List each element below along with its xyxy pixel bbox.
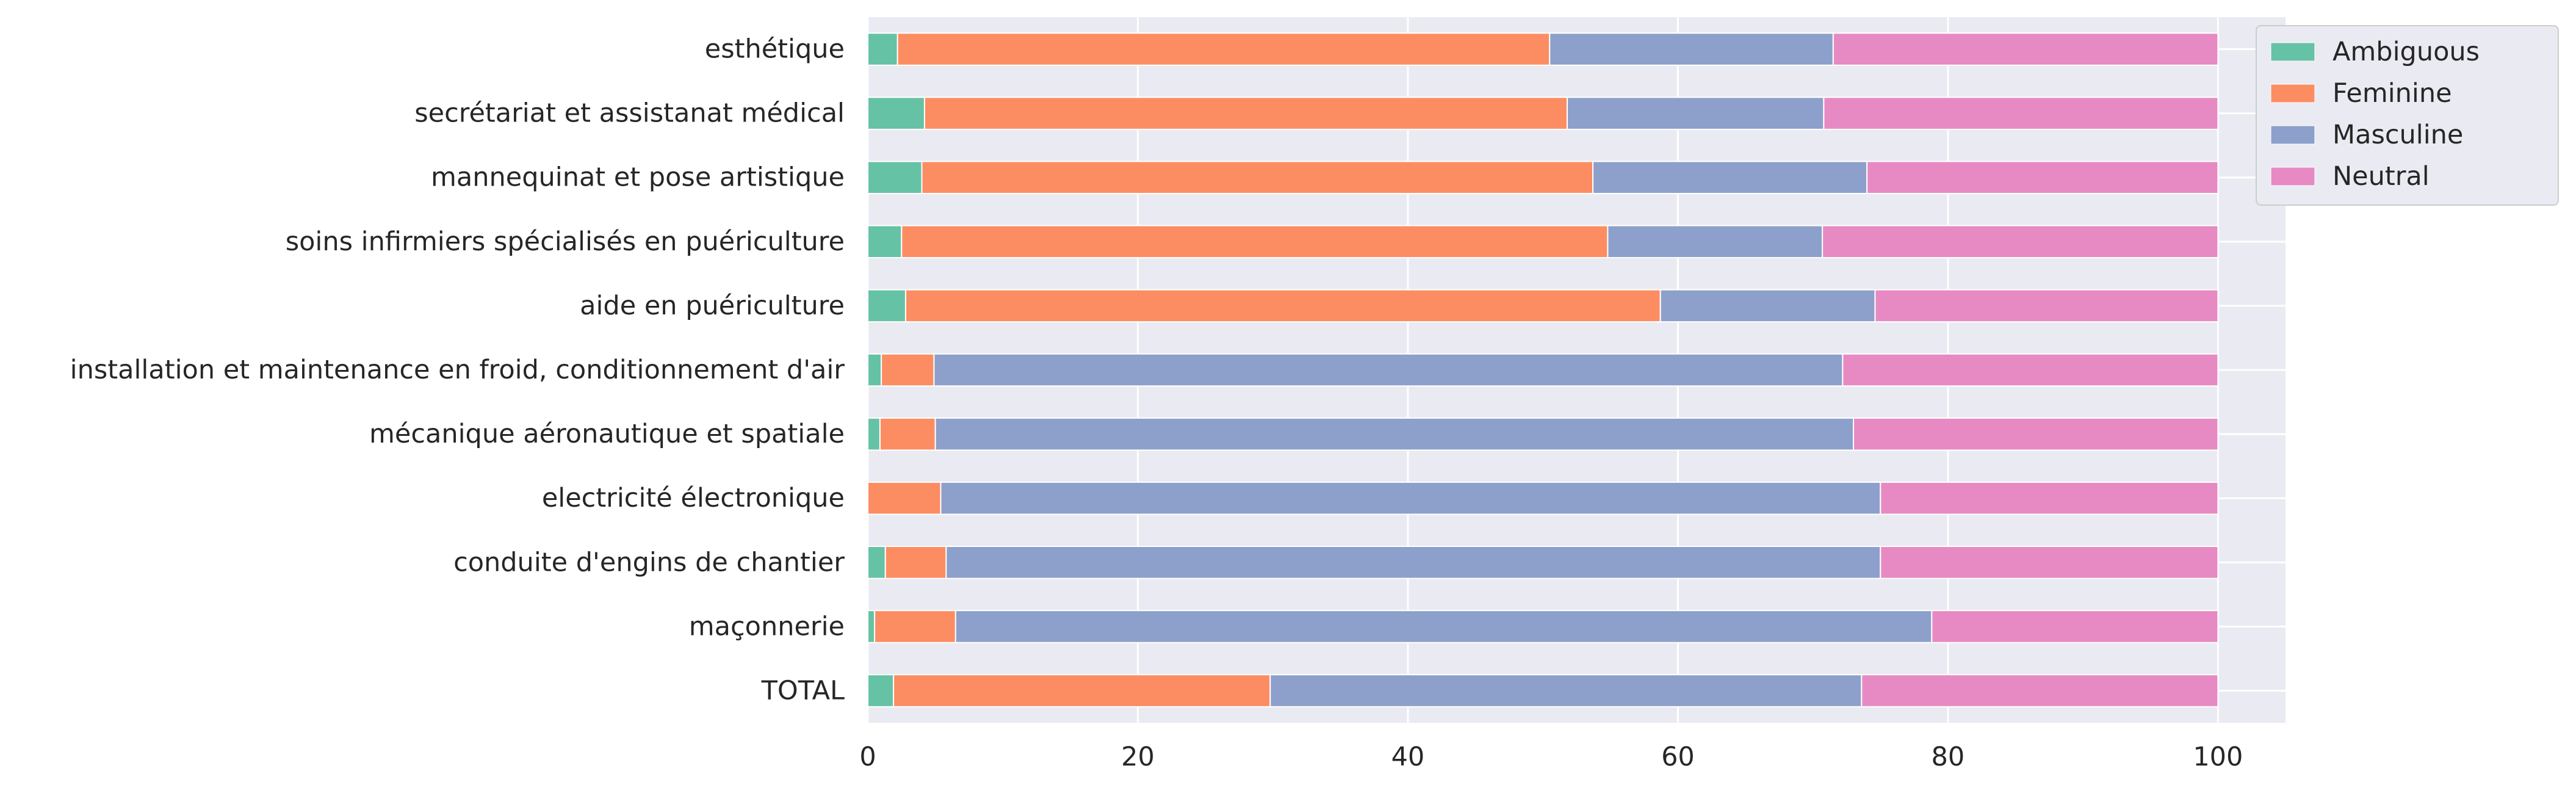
- bar-segment-masculine: [954, 610, 1933, 643]
- x-tick-label: 60: [1661, 742, 1695, 772]
- category-label: conduite d'engins de chantier: [453, 547, 845, 578]
- bar-segment-ambiguous: [867, 546, 886, 579]
- category-label: aide en puériculture: [580, 291, 845, 321]
- legend-swatch-ambiguous: [2270, 42, 2315, 62]
- bar-segment-feminine: [901, 225, 1609, 259]
- category-label: esthétique: [705, 34, 845, 65]
- category-label: soins infirmiers spécialisés en puéricul…: [286, 226, 845, 257]
- x-tick-label: 20: [1121, 742, 1155, 772]
- x-tick-label: 0: [859, 742, 876, 772]
- bar-segment-ambiguous: [867, 289, 906, 323]
- legend-label-feminine: Feminine: [2332, 78, 2452, 109]
- category-label: electricité électronique: [542, 483, 845, 513]
- bar-segment-masculine: [1607, 225, 1824, 259]
- legend-box: [2256, 25, 2559, 206]
- legend-swatch-masculine: [2270, 125, 2315, 145]
- bar-segment-neutral: [1861, 674, 2219, 708]
- bar-segment-masculine: [1567, 96, 1825, 130]
- bar-segment-ambiguous: [867, 96, 925, 130]
- bar-segment-neutral: [1832, 32, 2219, 66]
- bar-segment-ambiguous: [867, 417, 881, 451]
- bar-segment-feminine: [921, 161, 1594, 195]
- legend-label-neutral: Neutral: [2332, 161, 2430, 192]
- x-tick-label: 100: [2193, 742, 2243, 772]
- category-label: secrétariat et assistanat médical: [414, 98, 845, 129]
- bar-segment-neutral: [1880, 546, 2219, 579]
- bar-segment-feminine: [874, 610, 956, 643]
- bar-segment-masculine: [934, 417, 1855, 451]
- bar-segment-neutral: [1822, 225, 2219, 259]
- category-label: mécanique aéronautique et spatiale: [369, 419, 845, 449]
- bar-segment-neutral: [1874, 289, 2219, 323]
- legend-swatch-neutral: [2270, 167, 2315, 186]
- bar-segment-feminine: [904, 289, 1661, 323]
- bar-segment-feminine: [867, 481, 942, 515]
- bar-segment-feminine: [893, 674, 1271, 708]
- bar-segment-ambiguous: [867, 674, 895, 708]
- bar-segment-masculine: [945, 546, 1881, 579]
- x-tick-label: 80: [1932, 742, 1965, 772]
- category-labels: esthétique secrétariat et assistanat médi…: [70, 34, 845, 706]
- bar-segment-neutral: [1931, 610, 2219, 643]
- bar-segment-feminine: [923, 96, 1568, 130]
- bar-segment-ambiguous: [867, 161, 923, 195]
- bar-segment-ambiguous: [867, 32, 898, 66]
- bar-segment-feminine: [884, 546, 947, 579]
- legend-swatch-feminine: [2270, 84, 2315, 103]
- bar-segment-neutral: [1842, 353, 2219, 387]
- legend-label-ambiguous: Ambiguous: [2332, 37, 2480, 67]
- bar-segment-ambiguous: [867, 225, 903, 259]
- bar-segment-neutral: [1866, 161, 2219, 195]
- bar-segment-feminine: [879, 417, 936, 451]
- category-label: installation et maintenance en froid, co…: [70, 355, 845, 385]
- category-label: maçonnerie: [689, 611, 845, 642]
- bar-segment-feminine: [881, 353, 935, 387]
- bar-segment-masculine: [1269, 674, 1863, 708]
- x-tick-labels: 0 20 40 60 80 100: [859, 742, 2243, 772]
- bar-segment-masculine: [1659, 289, 1876, 323]
- category-label: mannequinat et pose artistique: [431, 162, 845, 193]
- bar-segment-masculine: [940, 481, 1881, 515]
- bar-segment-ambiguous: [867, 610, 876, 643]
- x-tick-label: 40: [1391, 742, 1425, 772]
- bar-segment-feminine: [897, 32, 1551, 66]
- bar-segment-masculine: [1592, 161, 1868, 195]
- bar-segment-ambiguous: [867, 353, 882, 387]
- bars: [867, 32, 2219, 708]
- legend: Ambiguous Feminine Masculine Neutral: [2256, 25, 2559, 206]
- bar-segment-neutral: [1880, 481, 2219, 515]
- legend-label-masculine: Masculine: [2332, 120, 2463, 150]
- bar-segment-masculine: [933, 353, 1844, 387]
- bar-segment-neutral: [1853, 417, 2219, 451]
- bar-segment-masculine: [1549, 32, 1834, 66]
- bar-segment-neutral: [1823, 96, 2219, 130]
- category-label: TOTAL: [761, 675, 845, 706]
